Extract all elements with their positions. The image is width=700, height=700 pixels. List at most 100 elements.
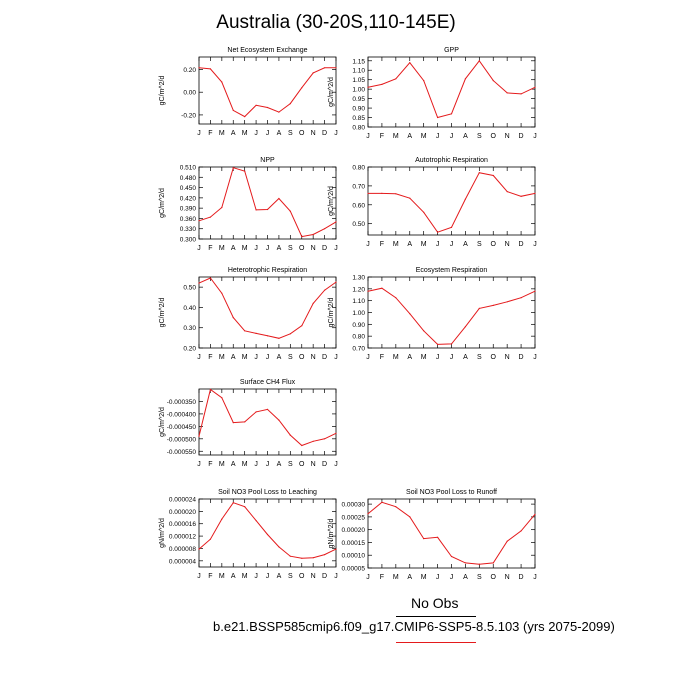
panel-frame bbox=[198, 388, 337, 456]
data-point bbox=[221, 397, 223, 399]
x-tick-label: O bbox=[299, 354, 305, 361]
x-tick-label: J bbox=[334, 573, 338, 580]
data-point bbox=[198, 548, 200, 550]
y-tick-label: 0.000024 bbox=[169, 497, 196, 504]
x-tick-label: J bbox=[197, 354, 201, 361]
x-tick-label: J bbox=[197, 245, 201, 252]
data-point bbox=[232, 109, 234, 111]
data-point bbox=[244, 330, 246, 332]
y-tick-label: 0.95 bbox=[352, 96, 365, 103]
x-tick-label: D bbox=[519, 241, 524, 248]
y-tick-label: 0.70 bbox=[352, 183, 365, 190]
x-tick-label: J bbox=[334, 130, 338, 137]
y-tick-label: 0.480 bbox=[180, 175, 197, 182]
x-tick-label: F bbox=[380, 574, 384, 581]
y-tick-label: 0.000008 bbox=[169, 546, 196, 553]
data-point bbox=[367, 192, 369, 194]
data-point bbox=[437, 116, 439, 119]
data-point bbox=[324, 228, 326, 230]
x-tick-label: O bbox=[299, 245, 305, 252]
series-line bbox=[367, 287, 536, 345]
data-point bbox=[301, 87, 303, 89]
x-tick-label: M bbox=[242, 461, 248, 468]
data-point bbox=[478, 172, 480, 174]
y-tick-label: -0.000450 bbox=[167, 424, 197, 431]
data-point bbox=[395, 506, 397, 508]
x-tick-label: J bbox=[436, 574, 440, 581]
x-tick-label: M bbox=[393, 574, 399, 581]
x-tick-label: J bbox=[254, 461, 258, 468]
x-tick-label: S bbox=[477, 574, 482, 581]
series-line bbox=[368, 172, 536, 233]
data-point bbox=[301, 557, 303, 559]
x-tick-label: N bbox=[311, 354, 316, 361]
x-tick-label: S bbox=[288, 461, 293, 468]
figure-title: Australia (30-20S,110-145E) bbox=[216, 12, 455, 33]
x-tick-label: D bbox=[519, 574, 524, 581]
y-axis-label: gN/m^2/d bbox=[159, 518, 166, 548]
panel-title: Soil NO3 Pool Loss to Runoff bbox=[406, 489, 497, 496]
data-point bbox=[409, 313, 411, 315]
data-point bbox=[289, 210, 291, 212]
data-point bbox=[381, 501, 383, 503]
y-axis-label: gC/m^2/d bbox=[159, 407, 166, 437]
x-tick-label: J bbox=[266, 130, 270, 137]
data-point bbox=[506, 301, 508, 303]
panel-title: GPP bbox=[444, 47, 459, 54]
data-point bbox=[324, 554, 326, 556]
data-point bbox=[266, 533, 269, 536]
data-point bbox=[437, 231, 439, 233]
x-tick-label: J bbox=[254, 245, 258, 252]
data-point bbox=[381, 287, 383, 289]
x-tick-label: M bbox=[242, 573, 248, 580]
x-tick-label: N bbox=[311, 461, 316, 468]
series-line bbox=[367, 59, 536, 119]
data-point bbox=[381, 83, 383, 85]
x-tick-label: J bbox=[266, 354, 270, 361]
x-tick-label: N bbox=[505, 133, 510, 140]
data-point bbox=[209, 68, 211, 70]
data-point bbox=[450, 555, 453, 558]
legend-case-line bbox=[396, 642, 476, 643]
x-tick-label: F bbox=[208, 354, 212, 361]
x-tick-label: O bbox=[491, 133, 497, 140]
x-tick-label: J bbox=[450, 354, 454, 361]
y-tick-label: 1.15 bbox=[352, 58, 365, 65]
x-tick-label: N bbox=[311, 573, 316, 580]
data-point bbox=[464, 562, 466, 564]
y-tick-label: 0.000020 bbox=[169, 509, 196, 516]
x-tick-label: A bbox=[463, 133, 468, 140]
x-tick-label: D bbox=[519, 354, 524, 361]
legend-obs-line bbox=[396, 616, 476, 617]
data-point bbox=[289, 103, 291, 105]
data-point bbox=[520, 93, 522, 95]
data-point bbox=[198, 220, 200, 222]
x-tick-label: M bbox=[219, 461, 225, 468]
y-axis-label: gN/m^2/d bbox=[328, 519, 335, 549]
panel-frame bbox=[198, 276, 337, 349]
y-axis-label: gC/m^2/d bbox=[159, 76, 166, 106]
x-tick-label: J bbox=[436, 354, 440, 361]
y-tick-label: 1.10 bbox=[352, 298, 365, 305]
data-point bbox=[423, 330, 425, 332]
series-line bbox=[367, 501, 536, 565]
x-tick-label: J bbox=[197, 130, 201, 137]
series-line bbox=[198, 388, 337, 447]
x-tick-label: J bbox=[533, 133, 537, 140]
y-tick-label: -0.000400 bbox=[167, 411, 197, 418]
x-tick-label: J bbox=[436, 241, 440, 248]
x-tick-label: S bbox=[477, 133, 482, 140]
x-tick-label: M bbox=[393, 241, 399, 248]
y-tick-label: 1.00 bbox=[352, 310, 365, 317]
x-tick-label: D bbox=[322, 573, 327, 580]
data-point bbox=[492, 174, 494, 177]
x-tick-label: D bbox=[322, 354, 327, 361]
x-tick-label: A bbox=[231, 461, 236, 468]
x-tick-label: J bbox=[254, 130, 258, 137]
data-point bbox=[450, 226, 453, 228]
data-point bbox=[244, 116, 246, 118]
data-point bbox=[381, 192, 383, 194]
data-point bbox=[312, 302, 314, 304]
y-tick-label: 0.90 bbox=[352, 106, 365, 113]
